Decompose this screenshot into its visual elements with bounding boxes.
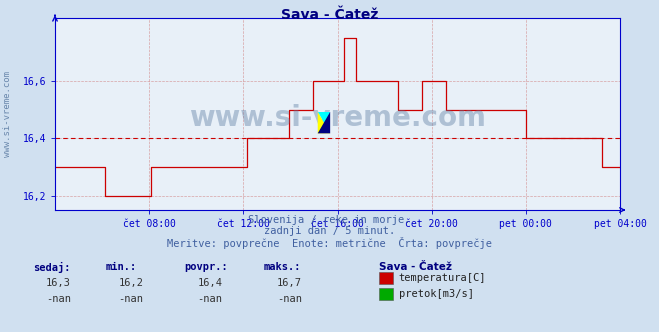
Text: Sava - Čatež: Sava - Čatež: [379, 262, 452, 272]
Text: 16,3: 16,3: [46, 278, 71, 288]
Text: Sava - Čatež: Sava - Čatež: [281, 8, 378, 22]
Text: Meritve: povprečne  Enote: metrične  Črta: povprečje: Meritve: povprečne Enote: metrične Črta:…: [167, 237, 492, 249]
Polygon shape: [318, 112, 330, 133]
Polygon shape: [318, 112, 330, 133]
Text: povpr.:: povpr.:: [185, 262, 228, 272]
Text: -nan: -nan: [198, 294, 223, 304]
Text: maks.:: maks.:: [264, 262, 301, 272]
Polygon shape: [318, 112, 330, 133]
Text: 16,4: 16,4: [198, 278, 223, 288]
Text: temperatura[C]: temperatura[C]: [399, 273, 486, 283]
Text: pretok[m3/s]: pretok[m3/s]: [399, 289, 474, 299]
Text: -nan: -nan: [119, 294, 144, 304]
Text: 16,2: 16,2: [119, 278, 144, 288]
Text: www.si-vreme.com: www.si-vreme.com: [3, 71, 13, 157]
Text: Slovenija / reke in morje.: Slovenija / reke in morje.: [248, 215, 411, 225]
Text: www.si-vreme.com: www.si-vreme.com: [189, 104, 486, 132]
Text: min.:: min.:: [105, 262, 136, 272]
Text: -nan: -nan: [277, 294, 302, 304]
Text: -nan: -nan: [46, 294, 71, 304]
Text: 16,7: 16,7: [277, 278, 302, 288]
Text: zadnji dan / 5 minut.: zadnji dan / 5 minut.: [264, 226, 395, 236]
Text: sedaj:: sedaj:: [33, 262, 71, 273]
